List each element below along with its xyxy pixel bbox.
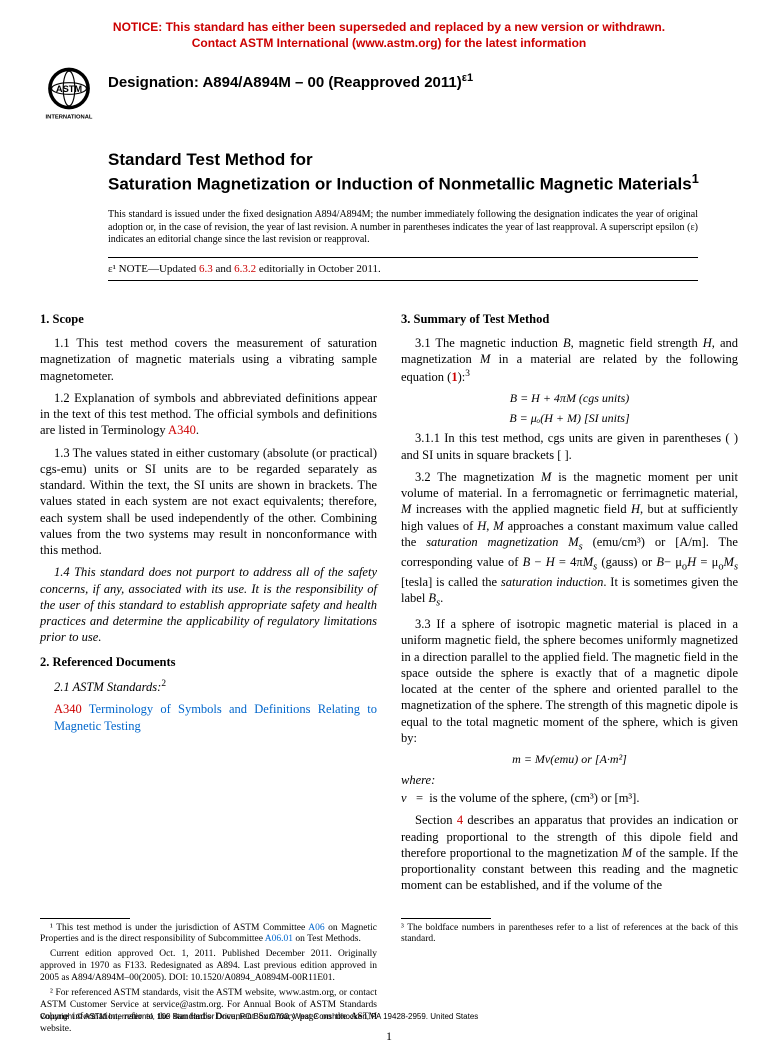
para-3-2: 3.2 The magnetization M is the magnetic … — [401, 469, 738, 610]
copyright: Copyright © ASTM International, 100 Barr… — [40, 1012, 478, 1022]
section-3-head: 3. Summary of Test Method — [401, 311, 738, 327]
where-label: where: — [401, 772, 738, 788]
para-3-last-a: Section — [415, 813, 457, 827]
where-v: v = is the volume of the sphere, (cm³) o… — [401, 790, 738, 806]
issued-note: This standard is issued under the fixed … — [108, 209, 698, 247]
link-a340[interactable]: A340 — [54, 702, 82, 716]
link-a340-inline[interactable]: A340 — [168, 423, 196, 437]
para-2-1-text: 2.1 ASTM Standards: — [54, 680, 161, 694]
section-1-head: 1. Scope — [40, 311, 377, 327]
fn3-text: ³ The boldface numbers in parentheses re… — [401, 923, 738, 945]
para-3-1: 3.1 The magnetic induction B, magnetic f… — [401, 335, 738, 385]
title-sup: 1 — [692, 171, 699, 186]
section-2-head: 2. Referenced Documents — [40, 654, 377, 670]
header-row: ASTM INTERNATIONAL Designation: A894/A89… — [40, 63, 738, 121]
equation-2: B = μₒ(H + M) [SI units] — [401, 411, 738, 427]
footnote-1: ¹ This test method is under the jurisdic… — [40, 923, 377, 947]
main-title: Standard Test Method for Saturation Magn… — [108, 149, 738, 195]
fn1a: ¹ This test method is under the jurisdic… — [50, 923, 308, 933]
editorial-mid: and — [213, 263, 234, 275]
para-1-2: 1.2 Explanation of symbols and abbreviat… — [40, 390, 377, 439]
equation-1: B = H + 4πM (cgs units) — [401, 391, 738, 407]
page-number: 1 — [386, 1029, 392, 1045]
svg-text:INTERNATIONAL: INTERNATIONAL — [46, 115, 93, 121]
para-1-1: 1.1 This test method covers the measurem… — [40, 335, 377, 384]
ref-a340: A340 Terminology of Symbols and Definiti… — [40, 701, 377, 734]
left-column: 1. Scope 1.1 This test method covers the… — [40, 303, 377, 900]
footnote-3: ³ The boldface numbers in parentheses re… — [401, 918, 738, 947]
footnote-rule-2 — [401, 918, 491, 919]
fn1-link-a06[interactable]: A06 — [308, 923, 324, 933]
para-3-3: 3.3 If a sphere of isotropic magnetic ma… — [401, 616, 738, 746]
notice-banner: NOTICE: This standard has either been su… — [40, 20, 738, 51]
link-a340-text[interactable]: Terminology of Symbols and Definitions R… — [54, 702, 377, 732]
editorial-note: ε¹ NOTE—Updated 6.3 and 6.3.2 editoriall… — [108, 257, 698, 281]
editorial-prefix: ε¹ NOTE—Updated — [108, 263, 199, 275]
title-line1: Standard Test Method for — [108, 149, 738, 171]
page: NOTICE: This standard has either been su… — [0, 0, 778, 1058]
equation-3: m = Mv(emu) or [A·m²] — [401, 752, 738, 768]
fn1c: on Test Methods. — [293, 934, 361, 944]
para-1-2b: . — [196, 423, 199, 437]
para-2-1-sup: 2 — [161, 679, 166, 689]
editorial-link1[interactable]: 6.3 — [199, 263, 213, 275]
footnote-1d: Current edition approved Oct. 1, 2011. P… — [40, 949, 377, 985]
title-line2: Saturation Magnetization or Induction of… — [108, 171, 738, 195]
para-3-1-1: 3.1.1 In this test method, cgs units are… — [401, 430, 738, 463]
fn1-link-a0601[interactable]: A06.01 — [265, 934, 293, 944]
para-3-last: Section 4 describes an apparatus that pr… — [401, 812, 738, 893]
editorial-link2[interactable]: 6.3.2 — [234, 263, 256, 275]
astm-logo: ASTM INTERNATIONAL — [40, 63, 98, 121]
para-1-2a: 1.2 Explanation of symbols and abbreviat… — [40, 391, 377, 438]
right-column: 3. Summary of Test Method 3.1 The magnet… — [401, 303, 738, 900]
designation-label: Designation: A894/A894M – 00 (Reapproved… — [108, 74, 462, 91]
notice-line2: Contact ASTM International (www.astm.org… — [40, 36, 738, 52]
editorial-suffix: editorially in October 2011. — [256, 263, 381, 275]
title-line2-text: Saturation Magnetization or Induction of… — [108, 175, 692, 194]
para-3-1-sup: 3 — [465, 369, 470, 379]
para-1-3: 1.3 The values stated in either customar… — [40, 445, 377, 559]
footnote-rule — [40, 918, 130, 919]
body-columns: 1. Scope 1.1 This test method covers the… — [40, 303, 738, 900]
svg-text:ASTM: ASTM — [56, 84, 83, 94]
designation: Designation: A894/A894M – 00 (Reapproved… — [108, 63, 473, 93]
notice-line1: NOTICE: This standard has either been su… — [40, 20, 738, 36]
para-2-1: 2.1 ASTM Standards:2 — [40, 678, 377, 695]
designation-epsilon: ε1 — [462, 72, 473, 84]
para-1-4: 1.4 This standard does not purport to ad… — [40, 564, 377, 645]
